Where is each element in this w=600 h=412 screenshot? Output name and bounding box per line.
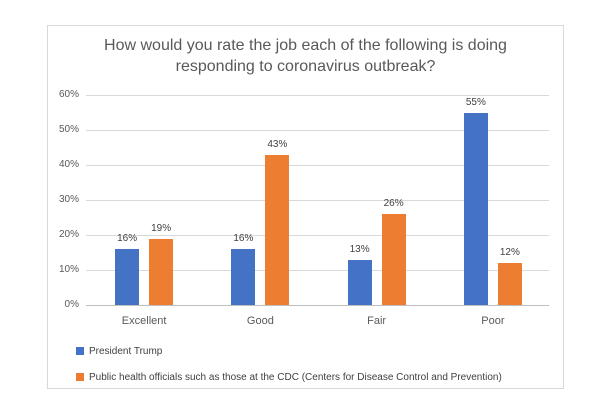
y-axis-tick-label: 10% xyxy=(58,264,79,275)
bar-value-label-president-trump-poor: 55% xyxy=(465,96,486,108)
x-axis-line xyxy=(86,305,549,306)
legend-label-president-trump: President Trump xyxy=(89,345,163,357)
legend-label-cdc: Public health officials such as those at… xyxy=(89,371,502,383)
y-axis-tick-label: 0% xyxy=(64,299,79,310)
y-axis-tick-label: 40% xyxy=(58,159,79,170)
bar-cdc-fair xyxy=(381,214,406,305)
category-label-poor: Poor xyxy=(481,315,505,327)
gridline xyxy=(86,270,549,271)
bar-value-label-cdc-poor: 12% xyxy=(499,247,520,258)
bar-value-label-cdc-good: 43% xyxy=(267,138,288,150)
bar-cdc-poor xyxy=(497,263,522,305)
bar-president-trump-good xyxy=(231,249,256,305)
plot-area: 0% 10% 20% 30% 40% 50% 60% 16% 19% Excellent 16% 43… xyxy=(59,89,551,327)
bar-value-label-cdc-excellent: 19% xyxy=(151,222,172,234)
y-axis-tick-label: 60% xyxy=(58,89,79,100)
bar-cdc-good xyxy=(265,154,290,305)
bar-value-label-president-trump-fair: 13% xyxy=(349,243,370,255)
y-axis-tick-label: 20% xyxy=(58,229,79,240)
bar-value-label-president-trump-excellent: 16% xyxy=(117,233,138,244)
legend-item-president-trump: President Trump xyxy=(76,338,555,364)
category-label-fair: Fair xyxy=(367,315,387,327)
bar-value-label-cdc-fair: 26% xyxy=(383,198,404,209)
bar-value-label-president-trump-good: 16% xyxy=(233,233,254,244)
gridline xyxy=(86,95,549,96)
gridline xyxy=(86,130,549,131)
bar-president-trump-fair xyxy=(347,259,372,305)
legend-item-cdc: Public health officials such as those at… xyxy=(76,364,555,390)
gridline xyxy=(86,165,549,166)
bar-president-trump-poor xyxy=(463,112,488,305)
legend: President Trump Public health officials … xyxy=(76,338,555,390)
bar-president-trump-excellent xyxy=(115,249,140,305)
legend-swatch-cdc xyxy=(76,373,84,381)
category-label-excellent: Excellent xyxy=(121,315,167,327)
bar-cdc-excellent xyxy=(149,238,174,305)
gridline xyxy=(86,235,549,236)
gridline xyxy=(86,200,549,201)
chart-frame: How would you rate the job each of the f… xyxy=(47,25,564,389)
legend-swatch-president-trump xyxy=(76,347,84,355)
y-axis-tick-label: 50% xyxy=(58,124,79,135)
chart-title: How would you rate the job each of the f… xyxy=(104,37,507,75)
y-axis-tick-label: 30% xyxy=(58,194,79,205)
category-label-good: Good xyxy=(246,315,274,327)
